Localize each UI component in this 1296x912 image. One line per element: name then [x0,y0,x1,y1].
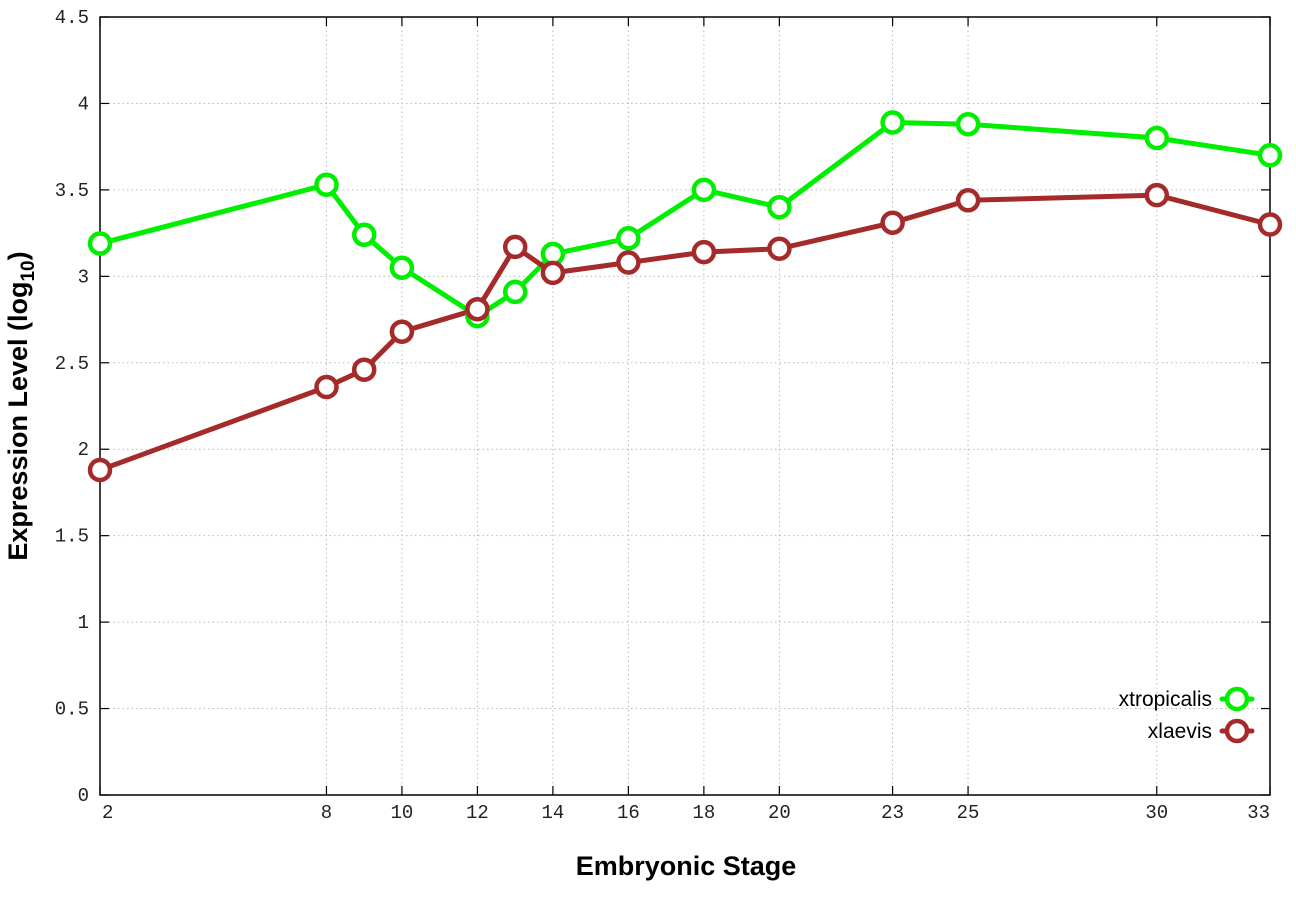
series-line-xtropicalis [97,120,1273,319]
y-tick-label: 4.5 [55,7,89,29]
legend-marker-xtropicalis [1224,686,1250,712]
y-tick-label: 3.5 [55,180,89,202]
series-line-xlaevis [97,192,1273,473]
grid-layer [100,17,1270,795]
data-point-xtropicalis [616,226,641,251]
x-axis-title: Embryonic Stage [576,851,797,881]
x-tick-label: 10 [391,802,414,824]
x-tick-label: 33 [1247,802,1270,824]
x-tick-label: 20 [768,802,791,824]
legend-label-xlaevis: xlaevis [1148,720,1212,743]
data-point-xlaevis [955,188,981,213]
y-tick-label: 1 [78,612,89,634]
x-tick-label: 8 [321,802,332,824]
data-point-xlaevis [465,296,490,322]
x-tick-label: 25 [957,802,980,824]
data-point-xtropicalis [1257,143,1283,168]
x-tick-label: 12 [466,802,489,824]
data-point-xtropicalis [955,111,981,137]
data-point-xlaevis [351,357,377,382]
data-point-xtropicalis [389,255,415,280]
y-tick-label: 2.5 [55,353,89,375]
data-point-xlaevis [389,319,415,344]
legend: xtropicalis xlaevis [1119,686,1255,744]
legend-label-xtropicalis: xtropicalis [1119,688,1212,711]
plot-frame [99,16,1271,796]
x-tick-label: 14 [541,802,564,824]
data-point-xlaevis [691,239,717,265]
y-tick-label: 0 [78,785,89,807]
x-tick-label: 30 [1145,802,1168,824]
x-tick-label: 23 [881,802,904,824]
data-point-xtropicalis [691,177,717,203]
data-point-xlaevis [1257,212,1283,237]
tick-layer: 0 0.5 1 1.5 2 2.5 3 3.5 4 4.5 2 8 10 12 14 16 18 20 23 25 30… [55,7,1271,824]
data-point-xlaevis [502,234,528,260]
legend-marker-xlaevis [1224,718,1250,744]
data-point-xlaevis [767,236,792,261]
data-point-xlaevis [880,210,905,235]
data-point-xtropicalis [767,194,792,220]
y-axis-title-main: Expression Level (log [3,282,33,561]
data-point-xlaevis [616,250,641,275]
data-point-xtropicalis [1144,125,1170,151]
y-tick-label: 3 [78,266,89,288]
y-axis-title-close: ) [3,251,33,260]
data-point-xlaevis [87,457,113,483]
y-tick-label: 4 [78,93,89,115]
data-point-xlaevis [1144,182,1170,208]
y-axis-title: Expression Level (log10) [3,251,39,560]
series-layer [87,110,1283,483]
x-tick-label: 16 [617,802,640,824]
x-tick-label: 18 [692,802,715,824]
y-tick-label: 0.5 [55,699,89,721]
x-tick-label: 2 [102,802,113,824]
data-point-xtropicalis [880,110,905,135]
data-point-xtropicalis [314,172,339,197]
y-tick-label: 2 [78,439,89,461]
data-point-xlaevis [540,260,566,286]
data-point-xtropicalis [502,279,528,305]
data-point-xtropicalis [351,222,377,248]
data-point-xtropicalis [87,231,113,256]
data-point-xlaevis [314,374,339,400]
y-tick-label: 1.5 [55,526,89,548]
y-axis-title-subscript: 10 [18,260,39,281]
